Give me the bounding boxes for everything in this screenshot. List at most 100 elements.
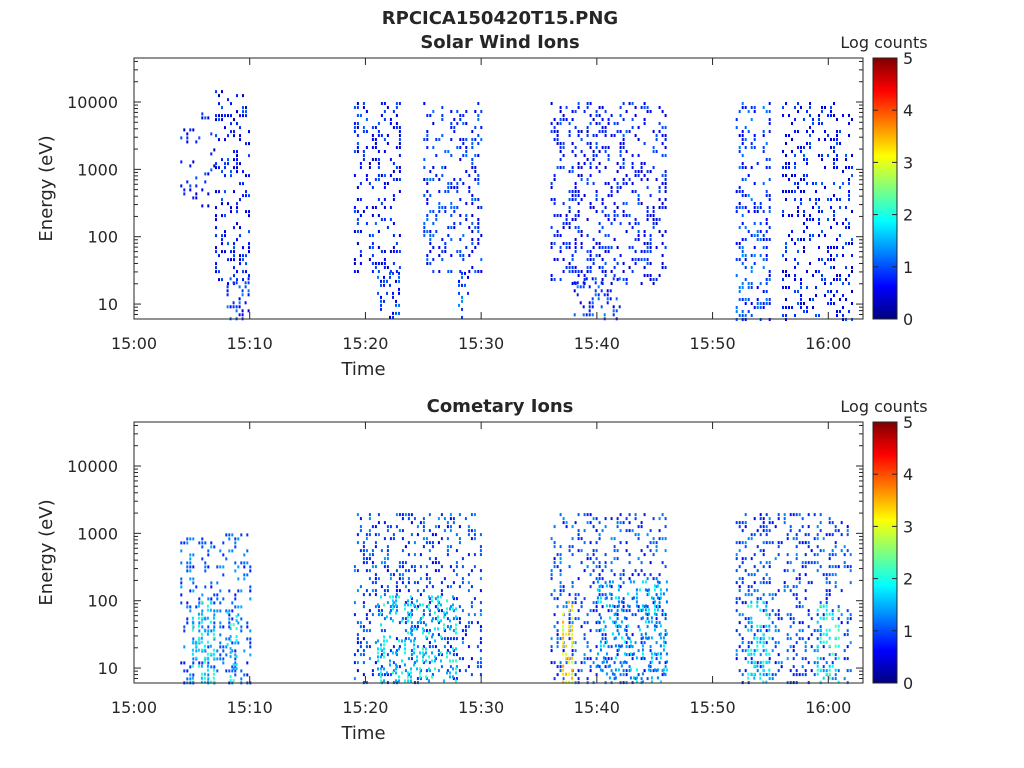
heatmap-cell bbox=[813, 649, 816, 653]
heatmap-cell bbox=[789, 525, 792, 529]
heatmap-cell bbox=[215, 270, 217, 274]
heatmap-cell bbox=[404, 639, 406, 643]
heatmap-cell bbox=[753, 581, 756, 585]
heatmap-cell bbox=[586, 182, 589, 185]
heatmap-cell bbox=[580, 601, 583, 605]
heatmap-cell bbox=[619, 513, 622, 517]
heatmap-cell bbox=[846, 565, 849, 569]
heatmap-cell bbox=[407, 589, 410, 593]
heatmap-cell bbox=[601, 278, 604, 281]
heatmap-cell bbox=[807, 541, 810, 545]
heatmap-cell bbox=[362, 553, 365, 557]
heatmap-cell bbox=[395, 609, 398, 613]
heatmap-cell bbox=[782, 114, 784, 117]
heatmap-cell bbox=[235, 627, 238, 631]
heatmap-cell bbox=[446, 671, 448, 675]
heatmap-cell bbox=[646, 577, 649, 581]
heatmap-cell bbox=[635, 596, 638, 600]
heatmap-cell bbox=[556, 142, 559, 145]
heatmap-cell bbox=[413, 661, 416, 665]
heatmap-cell bbox=[404, 601, 407, 605]
heatmap-cell bbox=[443, 611, 445, 615]
heatmap-cell bbox=[392, 234, 395, 237]
heatmap-cell bbox=[640, 170, 643, 173]
heatmap-cell bbox=[762, 577, 765, 581]
heatmap-cell bbox=[846, 617, 849, 621]
heatmap-cell bbox=[458, 525, 461, 529]
heatmap-cell bbox=[395, 671, 397, 675]
heatmap-cell bbox=[380, 218, 383, 221]
heatmap-cell bbox=[583, 529, 586, 533]
heatmap-cell bbox=[634, 218, 637, 221]
heatmap-cell bbox=[562, 166, 565, 169]
heatmap-cell bbox=[747, 286, 750, 289]
heatmap-cell bbox=[194, 644, 197, 648]
heatmap-cell bbox=[818, 154, 820, 157]
heatmap-cell bbox=[234, 593, 237, 597]
heatmap-cell bbox=[207, 549, 210, 553]
heatmap-cell bbox=[785, 314, 787, 317]
heatmap-cell bbox=[224, 114, 226, 118]
heatmap-cell bbox=[601, 118, 604, 121]
heatmap-cell bbox=[553, 597, 556, 601]
heatmap-cell bbox=[422, 589, 425, 593]
heatmap-cell bbox=[631, 529, 634, 533]
heatmap-cell bbox=[189, 665, 192, 669]
heatmap-cell bbox=[374, 138, 377, 141]
heatmap-cell bbox=[622, 134, 625, 137]
heatmap-cell bbox=[441, 118, 444, 121]
heatmap-cell bbox=[556, 637, 559, 641]
heatmap-cell bbox=[659, 596, 662, 600]
heatmap-cell bbox=[471, 158, 474, 161]
heatmap-cell bbox=[608, 676, 611, 680]
heatmap-cell bbox=[219, 641, 222, 645]
heatmap-cell bbox=[815, 202, 817, 205]
heatmap-cell bbox=[371, 134, 374, 137]
heatmap-cell bbox=[365, 174, 368, 177]
heatmap-cell bbox=[423, 194, 426, 197]
heatmap-cell bbox=[209, 680, 212, 684]
heatmap-cell bbox=[780, 541, 783, 545]
heatmap-cell bbox=[556, 645, 559, 649]
heatmap-cell bbox=[851, 174, 853, 177]
heatmap-cell bbox=[738, 314, 741, 317]
heatmap-cell bbox=[201, 593, 204, 597]
heatmap-cell bbox=[444, 190, 447, 193]
heatmap-cell bbox=[664, 170, 667, 173]
heatmap-cell bbox=[619, 529, 622, 533]
heatmap-cell bbox=[628, 521, 631, 525]
heatmap-cell bbox=[210, 665, 213, 669]
heatmap-cell bbox=[576, 293, 579, 297]
heatmap-cell bbox=[398, 271, 400, 275]
heatmap-cell bbox=[804, 669, 807, 673]
heatmap-cell bbox=[568, 617, 571, 621]
heatmap-cell bbox=[646, 186, 649, 189]
heatmap-cell bbox=[219, 625, 222, 629]
heatmap-cell bbox=[646, 246, 649, 249]
heatmap-cell bbox=[398, 577, 401, 581]
heatmap-cell bbox=[431, 533, 434, 537]
heatmap-cell bbox=[809, 198, 811, 201]
heatmap-cell bbox=[238, 301, 241, 305]
heatmap-cell bbox=[398, 266, 401, 269]
heatmap-cell bbox=[795, 513, 798, 517]
heatmap-cell bbox=[556, 166, 559, 169]
heatmap-cell bbox=[374, 525, 377, 529]
heatmap-cell bbox=[212, 668, 215, 672]
heatmap-cell bbox=[750, 641, 753, 645]
heatmap-cell bbox=[646, 206, 649, 209]
heatmap-cell bbox=[586, 178, 589, 181]
heatmap-cell bbox=[819, 616, 822, 620]
heatmap-cell bbox=[562, 154, 565, 157]
heatmap-cell bbox=[598, 665, 601, 669]
heatmap-cell bbox=[631, 258, 634, 261]
heatmap-cell bbox=[571, 537, 574, 541]
heatmap-cell bbox=[470, 513, 473, 517]
heatmap-cell bbox=[428, 577, 431, 581]
heatmap-cell bbox=[658, 274, 661, 277]
heatmap-cell bbox=[601, 202, 604, 205]
heatmap-cell bbox=[410, 611, 412, 615]
heatmap-cell bbox=[750, 604, 753, 608]
heatmap-cell bbox=[598, 222, 601, 225]
heatmap-cell bbox=[377, 603, 379, 607]
